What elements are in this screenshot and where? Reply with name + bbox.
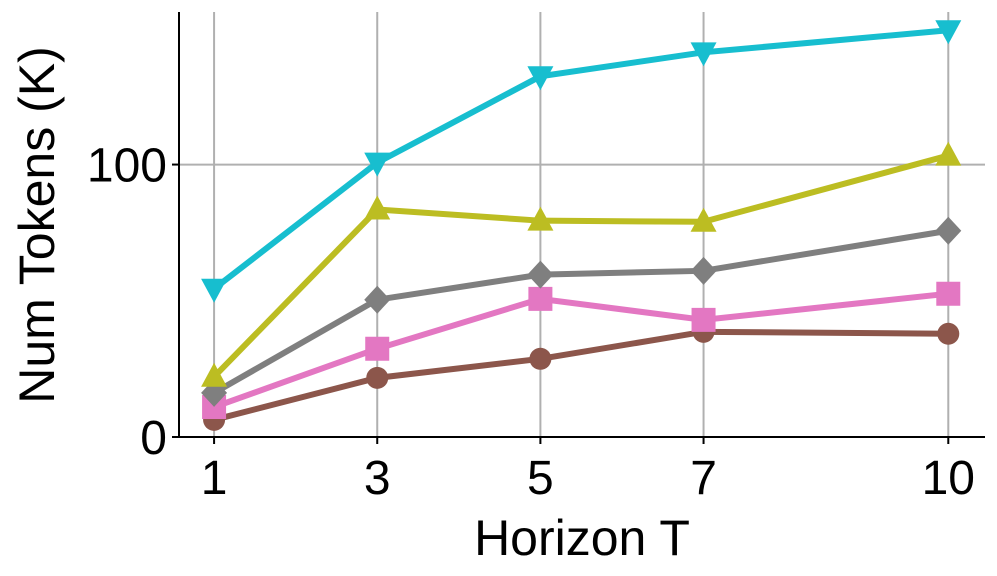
x-axis-label: Horizon T [474, 510, 690, 566]
marker [937, 322, 960, 345]
marker [201, 278, 228, 303]
x-tick-label: 7 [690, 452, 717, 505]
marker [690, 256, 717, 285]
y-tick-label: 0 [140, 412, 167, 465]
x-tick-label: 3 [364, 452, 391, 505]
marker [529, 347, 552, 370]
marker [201, 362, 228, 387]
marker [935, 216, 962, 245]
marker [365, 336, 390, 361]
marker [364, 195, 391, 220]
marker [935, 20, 962, 45]
marker [527, 206, 554, 231]
marker [202, 395, 227, 420]
line [211, 152, 950, 379]
y-axis-label: Num Tokens (K) [9, 46, 65, 404]
marker [935, 141, 962, 166]
marker [691, 307, 716, 332]
x-tick-label: 5 [527, 452, 554, 505]
marker [528, 286, 553, 311]
marker [366, 366, 389, 389]
x-tick-label: 10 [922, 452, 975, 505]
marker [690, 207, 717, 232]
marker [364, 152, 391, 177]
marker [690, 42, 717, 67]
y-tick-label: 100 [87, 140, 167, 193]
x-tick-label: 1 [201, 452, 228, 505]
marker [364, 285, 391, 314]
marker [527, 66, 554, 91]
line [213, 328, 949, 423]
marker [527, 260, 554, 289]
marker [936, 281, 961, 306]
